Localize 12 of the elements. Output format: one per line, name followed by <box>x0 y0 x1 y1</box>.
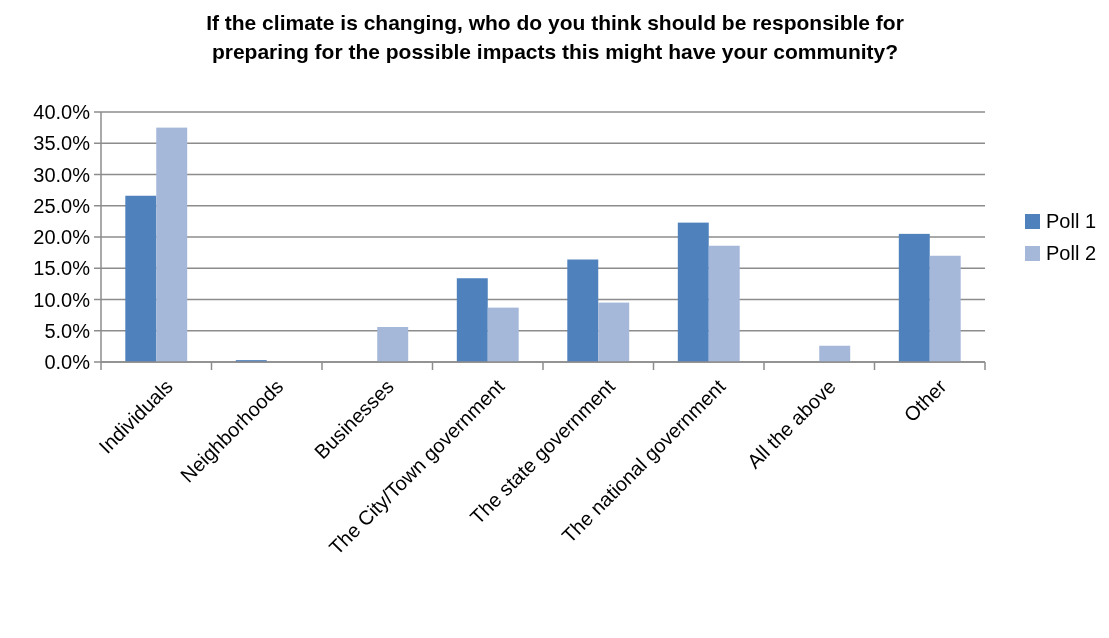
legend-label: Poll 2 <box>1046 242 1097 264</box>
legend-label: Poll 1 <box>1046 210 1097 232</box>
y-tick-label: 10.0% <box>33 288 91 311</box>
y-tick-label: 30.0% <box>33 163 91 186</box>
y-tick-label: 15.0% <box>33 257 91 280</box>
y-tick-label: 40.0% <box>33 101 91 123</box>
y-tick-label: 5.0% <box>44 319 91 342</box>
y-tick-label: 25.0% <box>33 194 91 217</box>
y-tick-label: 0.0% <box>44 351 91 373</box>
chart-title: If the climate is changing, who do you think should be responsible for preparing for the possible impacts this might have your community? <box>206 11 904 63</box>
y-tick-label: 35.0% <box>33 132 91 155</box>
y-tick-label: 20.0% <box>33 226 91 248</box>
